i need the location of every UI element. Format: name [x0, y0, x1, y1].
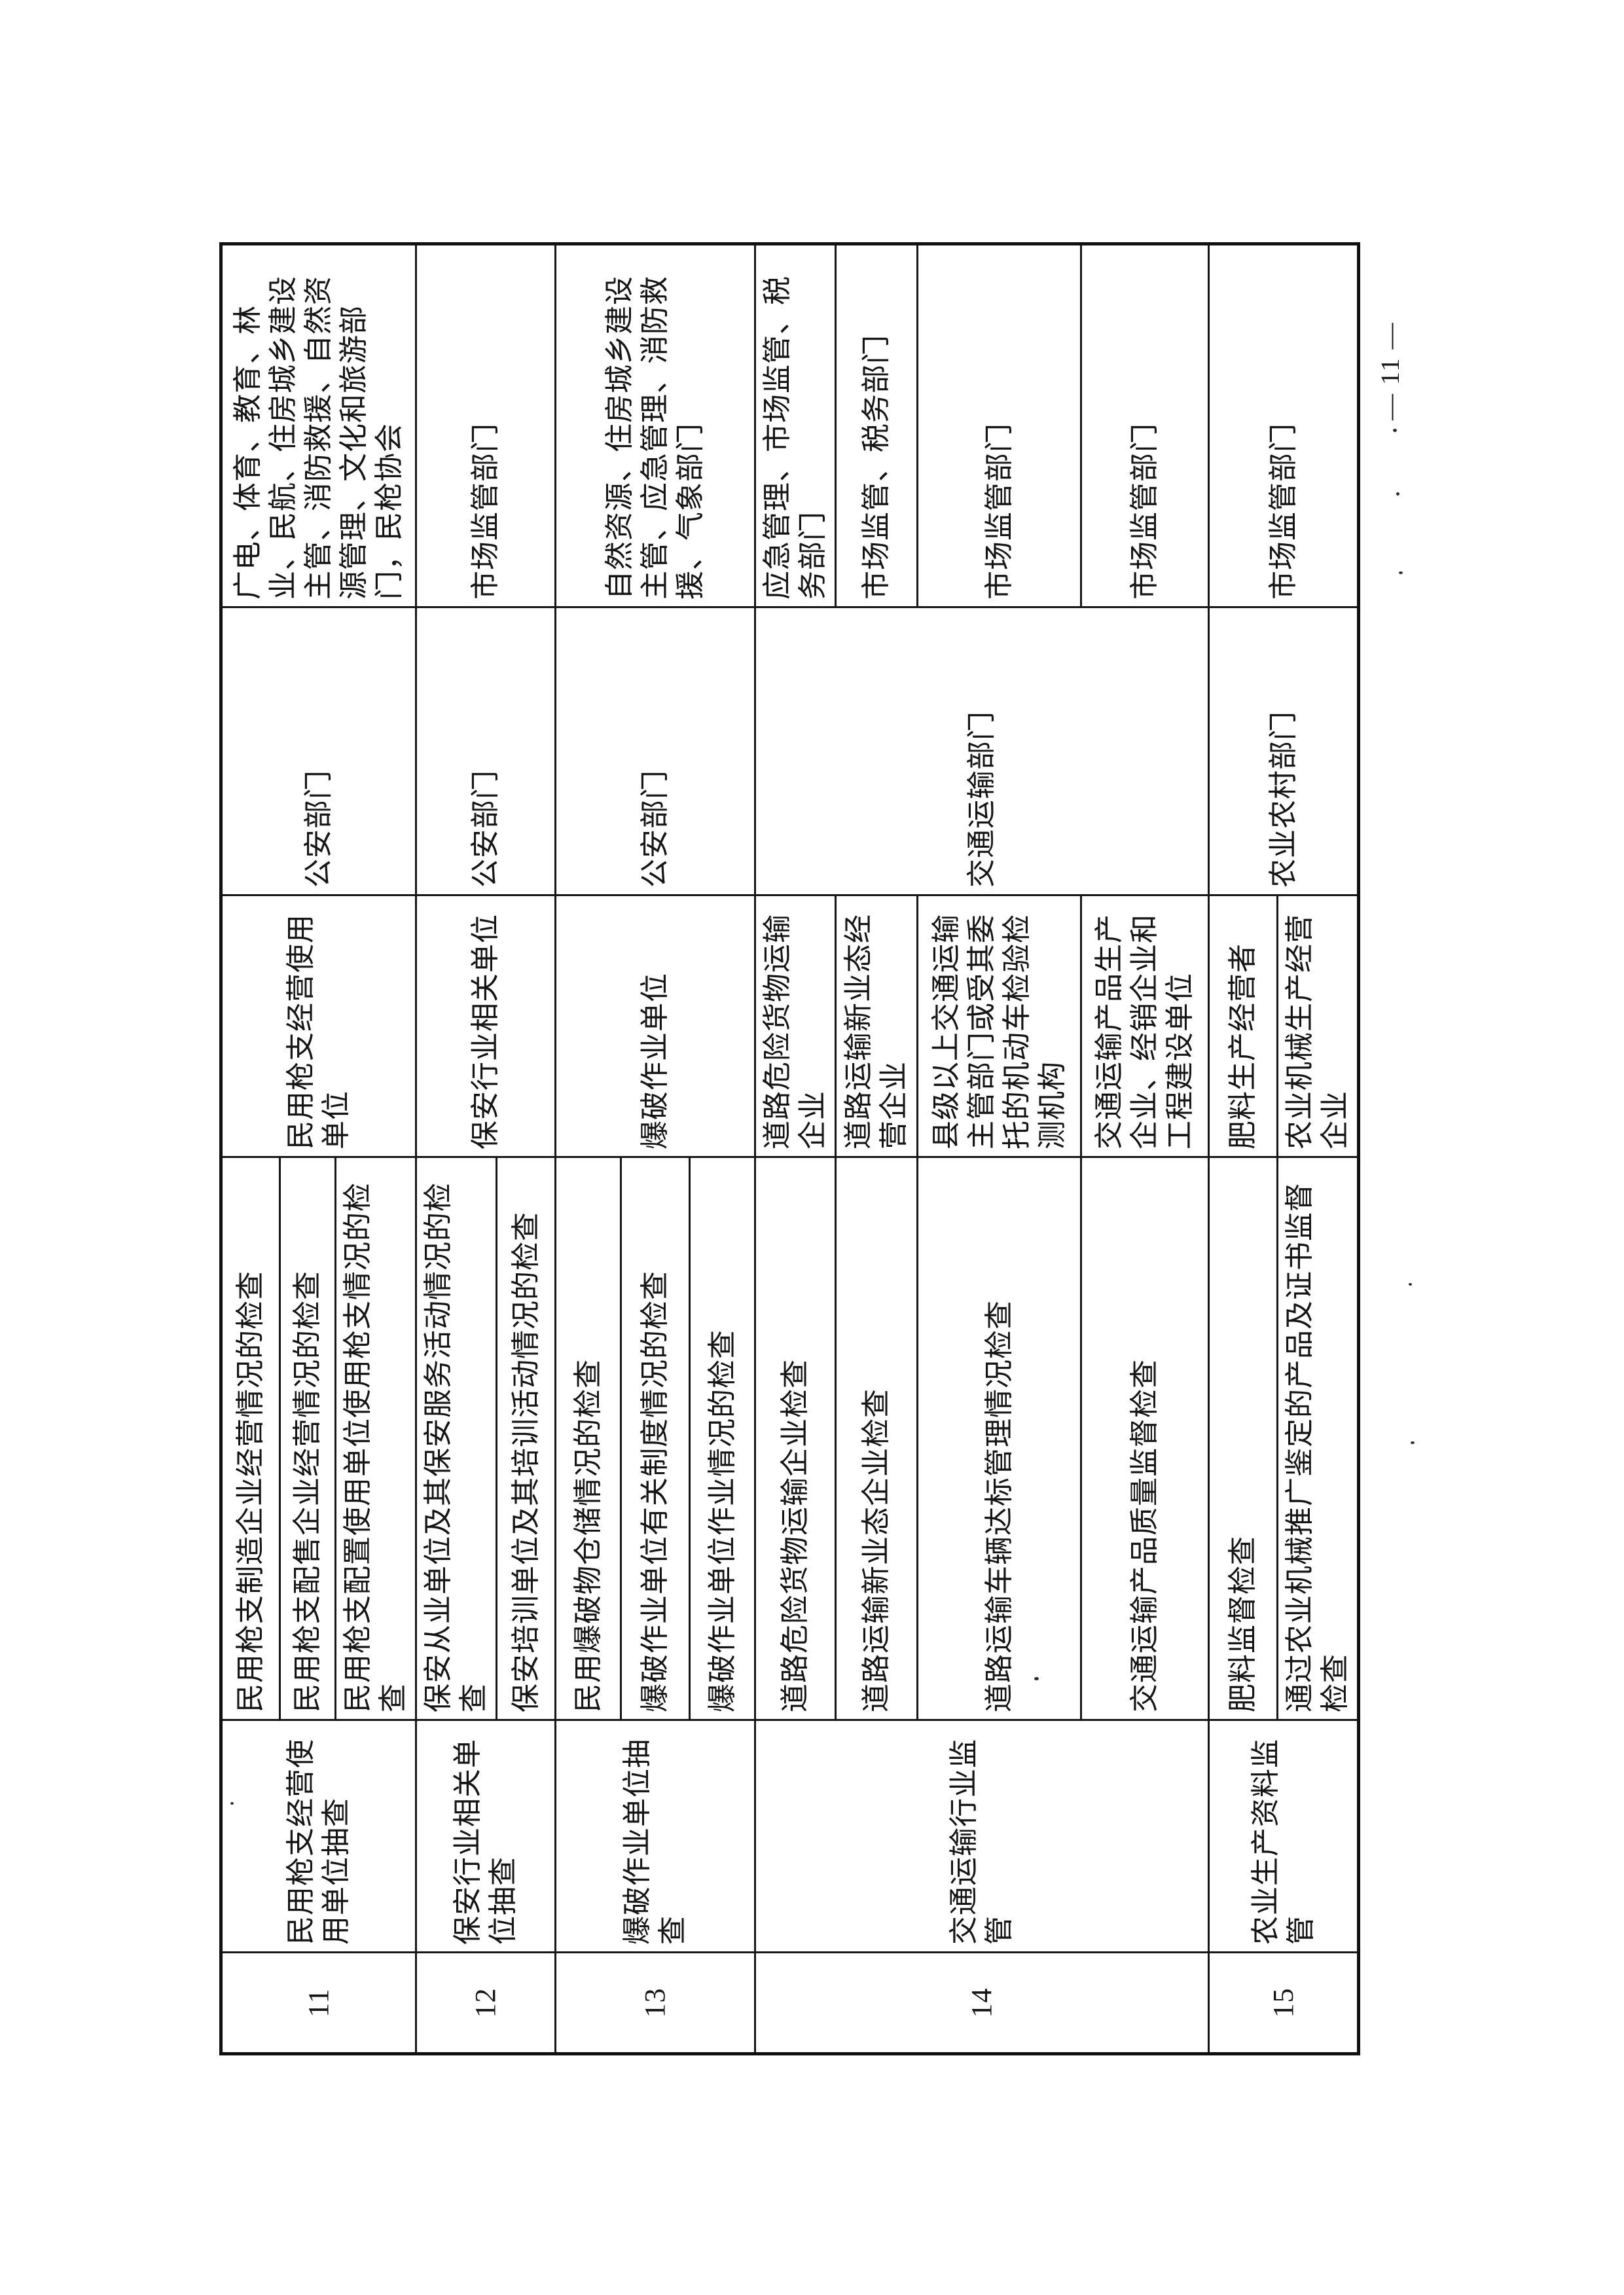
row-no-cell: 14	[755, 1952, 1209, 2054]
table-row: 14 交通运输行业监管 道路危险货物运输企业检查 道路危险货物运输企业 交通运输…	[755, 244, 1209, 2054]
target-cell: 肥料生产经营者	[1208, 895, 1278, 1157]
scan-speck	[1393, 429, 1397, 432]
item-cell: 通过农业机械推广鉴定的产品及证书监督检查	[1277, 1157, 1359, 1720]
item-cell: 爆破作业单位有关制度情况的检查	[621, 1157, 690, 1720]
row-no-cell: 12	[416, 1952, 556, 2054]
item-cell: 道路运输车辆达标管理情况检查	[917, 1157, 1081, 1720]
category-cell: 农业生产资料监管	[1208, 1720, 1359, 1953]
target-cell: 道路危险货物运输企业	[755, 895, 836, 1157]
page-number: — 11 —	[1375, 321, 1405, 420]
item-cell: 肥料监督检查	[1208, 1157, 1278, 1720]
target-cell: 交通运输产品生产企业、经销企业和工程建设单位	[1081, 895, 1209, 1157]
department-cell: 公安部门	[221, 607, 416, 895]
assist-department-cell: 市场监管部门	[917, 244, 1081, 607]
row-no-cell: 13	[555, 1952, 755, 2054]
item-cell: 民用枪支配置使用单位使用枪支情况的检查	[335, 1157, 416, 1720]
scan-speck	[1034, 1677, 1039, 1680]
assist-department-cell: 应急管理、市场监管、税务部门	[755, 244, 836, 607]
assist-department-cell: 市场监管部门	[416, 244, 556, 607]
category-cell: 爆破作业单位抽查	[555, 1720, 755, 1953]
assist-department-cell: 市场监管部门	[1081, 244, 1209, 607]
target-cell: 县级以上交通运输主管部门或受其委托的机动车检验检测机构	[917, 895, 1081, 1157]
table-row: 12 保安行业相关单位抽查 保安从业单位及其保安服务活动情况的检查 保安行业相关…	[416, 244, 556, 2054]
department-cell: 公安部门	[416, 607, 556, 895]
table-row: 15 农业生产资料监管 肥料监督检查 肥料生产经营者 农业农村部门 市场监管部门	[1208, 244, 1359, 2054]
scan-speck	[1409, 1283, 1412, 1286]
item-cell: 保安从业单位及其保安服务活动情况的检查	[416, 1157, 497, 1720]
target-cell: 爆破作业单位	[555, 895, 755, 1157]
scan-speck	[1411, 1441, 1415, 1444]
scan-speck	[1399, 571, 1403, 574]
item-cell: 交通运输产品质量监督检查	[1081, 1157, 1209, 1720]
department-cell: 交通运输部门	[755, 607, 1209, 895]
item-cell: 爆破作业单位作业情况的检查	[689, 1157, 755, 1720]
department-cell: 农业农村部门	[1208, 607, 1359, 895]
inspection-items-table: 11 民用枪支经营使用单位抽查 民用枪支制造企业经营情况的检查 民用枪支经营使用…	[219, 242, 1360, 2055]
target-cell: 农业机械生产经营企业	[1277, 895, 1359, 1157]
item-cell: 保安培训单位及其培训活动情况的检查	[496, 1157, 556, 1720]
assist-department-cell: 广电、体育、教育、林业、民航、住房城乡建设主管、消防救援、自然资源管理、文化和旅…	[221, 244, 416, 607]
row-no-cell: 15	[1208, 1952, 1359, 2054]
category-cell: 交通运输行业监管	[755, 1720, 1209, 1953]
item-cell: 民用枪支配售企业经营情况的检查	[280, 1157, 336, 1720]
department-cell: 公安部门	[555, 607, 755, 895]
target-cell: 民用枪支经营使用单位	[221, 895, 416, 1157]
assist-department-cell: 市场监管部门	[1208, 244, 1359, 607]
item-cell: 民用枪支制造企业经营情况的检查	[221, 1157, 280, 1720]
item-cell: 民用爆破物仓储情况的检查	[555, 1157, 621, 1720]
assist-department-cell: 市场监管、税务部门	[835, 244, 918, 607]
target-cell: 道路运输新业态经营企业	[835, 895, 918, 1157]
category-cell: 保安行业相关单位抽查	[416, 1720, 556, 1953]
table-row: 13 爆破作业单位抽查 民用爆破物仓储情况的检查 爆破作业单位 公安部门 自然资…	[555, 244, 755, 2054]
target-cell: 保安行业相关单位	[416, 895, 556, 1157]
assist-department-cell: 自然资源、住房城乡建设主管、应急管理、消防救援、气象部门	[555, 244, 755, 607]
row-no-cell: 11	[221, 1952, 416, 2054]
category-cell: 民用枪支经营使用单位抽查	[221, 1720, 416, 1953]
scan-speck	[230, 1802, 234, 1805]
item-cell: 道路危险货物运输企业检查	[755, 1157, 836, 1720]
rotated-table-layer: 11 民用枪支经营使用单位抽查 民用枪支制造企业经营情况的检查 民用枪支经营使用…	[219, 242, 1360, 2055]
table-row: 11 民用枪支经营使用单位抽查 民用枪支制造企业经营情况的检查 民用枪支经营使用…	[221, 244, 416, 2054]
scan-speck	[1396, 492, 1399, 496]
item-cell: 道路运输新业态企业检查	[835, 1157, 918, 1720]
